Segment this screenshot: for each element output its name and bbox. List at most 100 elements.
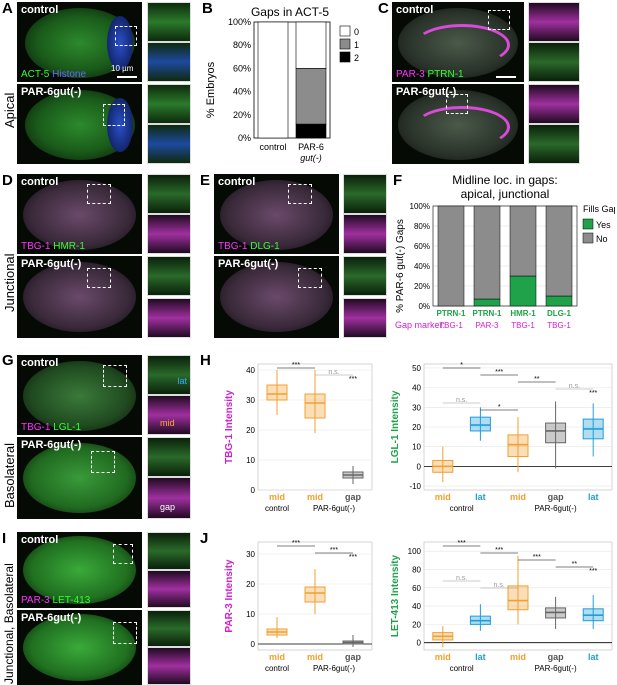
inset-e-1 — [343, 174, 387, 214]
stain-label-g: TBG-1 LGL-1 — [21, 422, 82, 433]
x-tick-label: control — [259, 142, 286, 152]
chart-j: 0 10 20 30 mid mid gap control PAR-6gut(-) PAR-3 … — [224, 540, 613, 673]
y-tick-label: 40% — [414, 262, 430, 271]
stain-label-d: TBG-1 HMR-1 — [21, 241, 85, 252]
inset-e-3 — [343, 256, 387, 296]
y-tick-label: 0% — [238, 133, 251, 143]
y-tick-label: 40 — [246, 366, 255, 375]
y-tick-label: 0 — [251, 640, 256, 649]
stain-label-e: TBG-1 DLG-1 — [218, 241, 280, 252]
y-tick-label: 40 — [412, 384, 421, 393]
box — [507, 585, 529, 611]
inset-g-4: gap — [147, 477, 191, 519]
y-tick-label: 50 — [412, 364, 421, 373]
x-tick-label: lat — [475, 652, 486, 662]
bar-segment — [473, 205, 501, 300]
y-tick-label: 20% — [414, 282, 430, 291]
panel-letter-d: D — [2, 172, 13, 189]
sig-label: *** — [589, 568, 597, 575]
micrograph-a-par6: PAR-6gut(-) — [17, 84, 142, 164]
x-tick-label: gap — [345, 652, 362, 662]
chart-h: 0 10 20 30 40 mid mid gap control PAR-6gut(-) TBG-… — [224, 362, 613, 513]
inset-i-1 — [147, 532, 191, 570]
inset-e-4 — [343, 298, 387, 338]
inset-d-3 — [147, 256, 191, 296]
y-tick-label: 0 — [251, 486, 256, 495]
y-tick-label: 20% — [233, 110, 251, 120]
chart-f-gapmarker: Gap marker: — [395, 320, 445, 330]
y-tick-label: 30 — [246, 550, 255, 559]
chart-b: Gaps in ACT-5 % Embryos 0%20%40%60%80%10… — [205, 5, 359, 163]
x-tick-label: PTRN-1 — [437, 309, 466, 318]
sig-label: *** — [292, 540, 300, 547]
x-tick-label: gap — [548, 492, 565, 502]
bar-segment — [509, 275, 537, 307]
sig-label: *** — [533, 554, 541, 561]
x-tick-label: mid — [269, 492, 285, 502]
panel-letter-i: I — [2, 530, 7, 547]
x-tick-sublabel: TBG-1 — [439, 321, 463, 330]
label-control-e: control — [218, 176, 256, 188]
x-tick-label: DLG-1 — [547, 309, 572, 318]
sig-label: ** — [572, 561, 578, 568]
y-tick-label: 100 — [408, 547, 422, 556]
y-tick-label: 100% — [228, 17, 251, 27]
label-par6-i: PAR-6gut(-) — [21, 612, 82, 624]
y-tick-label: 60 — [412, 584, 421, 593]
plot-frame — [253, 21, 331, 139]
inset-a-3 — [147, 84, 191, 124]
label-control-d: control — [21, 176, 59, 188]
x-group-label: PAR-6gut(-) — [313, 664, 355, 673]
box — [304, 586, 326, 603]
inset-g-2: mid — [147, 395, 191, 435]
y-axis-label: PAR-3 Intensity — [224, 559, 235, 633]
y-tick-label: 20 — [246, 580, 255, 589]
legend-label: 0 — [354, 27, 359, 37]
x-tick-sublabel: TBG-1 — [511, 321, 535, 330]
x-tick-label: mid — [510, 652, 526, 662]
sig-label: n.s. — [456, 575, 467, 582]
chart-b-title: Gaps in ACT-5 — [251, 5, 329, 19]
row-label-junctional: Junctional — [2, 253, 17, 312]
micrograph-c-par6: PAR-6gut(-) — [392, 84, 524, 164]
inset-d-4 — [147, 298, 191, 338]
y-tick-label: 0% — [418, 302, 430, 311]
sig-label: * — [460, 362, 463, 369]
inset-a-1 — [147, 2, 191, 42]
chart-f-legend-no: No — [596, 234, 608, 244]
inset-mid-label: mid — [160, 418, 175, 428]
y-tick-label: 10 — [246, 456, 255, 465]
y-tick-label: 10 — [246, 610, 255, 619]
label-par6-e: PAR-6gut(-) — [218, 258, 279, 270]
inset-lat-label: lat — [177, 376, 187, 386]
y-tick-label: 80% — [233, 40, 251, 50]
y-tick-label: 40% — [233, 87, 251, 97]
x-tick-label: mid — [307, 492, 323, 502]
inset-gap-label: gap — [160, 502, 176, 512]
inset-d-1 — [147, 174, 191, 214]
x-tick-label: lat — [588, 492, 599, 502]
inset-c-4 — [528, 124, 580, 164]
bar-segment — [437, 205, 465, 307]
x-tick-label: mid — [269, 652, 285, 662]
sig-label: n.s. — [328, 369, 339, 376]
panel-letter-c: C — [378, 0, 389, 17]
bar-segment — [295, 123, 327, 139]
boxplot-H-left: 0 10 20 30 40 mid mid gap control PAR-6gut(-) TBG-… — [224, 362, 373, 513]
stain-label-i: PAR-3 LET-413 — [21, 595, 91, 606]
x-tick-label: mid — [435, 652, 451, 662]
panel-letter-h: H — [200, 352, 211, 369]
inset-g-3 — [147, 437, 191, 477]
y-tick-label: 30 — [412, 403, 421, 412]
bar-segment — [473, 298, 501, 307]
micrograph-d-par6: PAR-6gut(-) — [17, 256, 142, 338]
y-tick-label: 0 — [417, 462, 422, 471]
label-control-i: control — [21, 534, 59, 546]
micrograph-d-control: control TBG-1 HMR-1 — [17, 174, 142, 254]
x-group-label: PAR-6gut(-) — [313, 504, 355, 513]
box — [545, 422, 567, 444]
micrograph-i-control: control PAR-3 LET-413 — [17, 532, 142, 608]
y-tick-label: 100% — [410, 202, 430, 211]
